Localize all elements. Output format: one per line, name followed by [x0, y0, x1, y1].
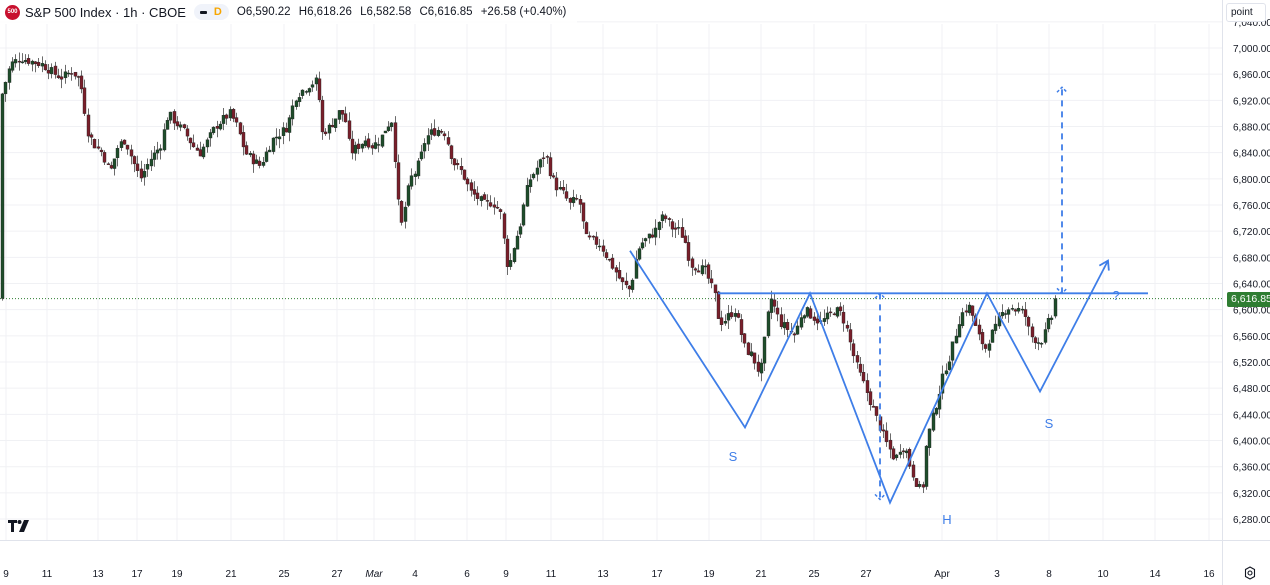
- time-tick-label: 21: [225, 569, 237, 580]
- time-tick-label: 11: [546, 569, 557, 580]
- price-axis[interactable]: 7,040.00 7,000.00 6,960.00 6,920.00 6,880.00…: [1222, 0, 1270, 585]
- low-value: 6,582.58: [366, 6, 412, 18]
- time-tick-label: 19: [703, 569, 715, 580]
- time-tick-label: 27: [331, 569, 343, 580]
- current-price-label: 6,616.85: [1227, 291, 1270, 307]
- price-tick-label: 6,680.00: [1233, 253, 1270, 264]
- head-and-shoulders-path[interactable]: [629, 250, 1109, 505]
- price-tick-label: 6,880.00: [1233, 123, 1270, 134]
- price-tick-label: 6,280.00: [1233, 515, 1270, 526]
- change-value: +26.58 (+0.40%): [480, 6, 567, 18]
- head-depth-measure[interactable]: [874, 292, 886, 501]
- price-target-measure[interactable]: [1056, 86, 1068, 295]
- price-tick-label: 6,920.00: [1233, 96, 1270, 107]
- time-tick-label: 10: [1097, 569, 1109, 580]
- time-tick-label: 13: [597, 569, 609, 580]
- time-tick-label: Mar: [365, 569, 383, 580]
- price-tick-label: 6,760.00: [1233, 201, 1270, 212]
- close-label: C: [419, 6, 428, 18]
- price-tick-label: 6,800.00: [1233, 175, 1270, 186]
- tradingview-logo-icon[interactable]: [8, 519, 30, 537]
- price-tick-label: 6,960.00: [1233, 70, 1270, 81]
- time-tick-label: 17: [131, 569, 143, 580]
- open-value: 6,590.22: [245, 6, 291, 18]
- left-shoulder-label: S: [729, 449, 738, 464]
- price-tick-label: 6,720.00: [1233, 227, 1270, 238]
- price-tick-label: 6,440.00: [1233, 410, 1270, 421]
- time-tick-label: 4: [412, 569, 418, 580]
- market-status-pill[interactable]: D: [193, 4, 229, 20]
- price-tick-label: 6,360.00: [1233, 463, 1270, 474]
- price-tick-label: 6,320.00: [1233, 489, 1270, 500]
- time-tick-label: 19: [171, 569, 183, 580]
- pattern-drawings[interactable]: S H S?: [629, 86, 1148, 527]
- time-tick-label: 25: [808, 569, 820, 580]
- delayed-data-badge: D: [213, 6, 222, 18]
- price-tick-label: 6,400.00: [1233, 437, 1270, 448]
- time-tick-label: 6: [464, 569, 470, 580]
- head-label: H: [942, 512, 951, 527]
- time-tick-label: 14: [1149, 569, 1161, 580]
- price-tick-label: 6,640.00: [1233, 280, 1270, 291]
- question-label: ?: [1112, 288, 1119, 303]
- time-tick-label: 21: [755, 569, 767, 580]
- price-tick-label: 6,600.00: [1233, 306, 1270, 317]
- minus-icon: [199, 10, 207, 14]
- settings-gear-icon[interactable]: [1243, 566, 1257, 580]
- price-tick-label: 6,480.00: [1233, 384, 1270, 395]
- time-tick-label: 9: [503, 569, 509, 580]
- price-tick-label: 6,560.00: [1233, 332, 1270, 343]
- time-tick-label: 13: [92, 569, 104, 580]
- time-tick-label: 27: [860, 569, 872, 580]
- breakout-arrow-icon: [1098, 259, 1110, 271]
- right-shoulder-label: S: [1045, 416, 1054, 431]
- symbol-title[interactable]: S&P 500 Index · 1h · CBOE: [25, 4, 186, 20]
- price-tick-label: 7,040.00: [1233, 18, 1270, 29]
- time-tick-label: 17: [651, 569, 663, 580]
- time-tick-label: Apr: [934, 569, 950, 580]
- ohlc-values: O6,590.22 H6,618.26 L6,582.58 C6,616.85 …: [237, 6, 572, 18]
- candles: [0, 52, 1058, 494]
- price-tick-label: 7,000.00: [1233, 44, 1270, 55]
- open-label: O: [236, 6, 246, 18]
- time-axis[interactable]: 9 11 13 17 19 21 25 27 Mar 4 6 9 11 13 17 19 21 25 27 Apr 3 8…: [0, 540, 1270, 581]
- time-tick-label: 9: [3, 569, 9, 580]
- scale-unit-button[interactable]: point: [1226, 3, 1266, 22]
- time-tick-label: 8: [1046, 569, 1052, 580]
- grid: [0, 21, 1222, 540]
- close-value: 6,616.85: [427, 6, 473, 18]
- time-tick-label: 3: [994, 569, 1000, 580]
- time-tick-label: 16: [1203, 569, 1215, 580]
- time-tick-label: 11: [42, 569, 53, 580]
- price-tick-label: 6,840.00: [1233, 149, 1270, 160]
- sp500-logo-icon: 500: [5, 4, 20, 20]
- high-label: H: [298, 6, 308, 18]
- low-label: L: [360, 6, 367, 18]
- symbol-header: 500 S&P 500 Index · 1h · CBOE D O6,590.2…: [0, 0, 578, 24]
- time-tick-label: 25: [278, 569, 290, 580]
- high-value: 6,618.26: [307, 6, 352, 18]
- price-tick-label: 6,520.00: [1233, 358, 1270, 369]
